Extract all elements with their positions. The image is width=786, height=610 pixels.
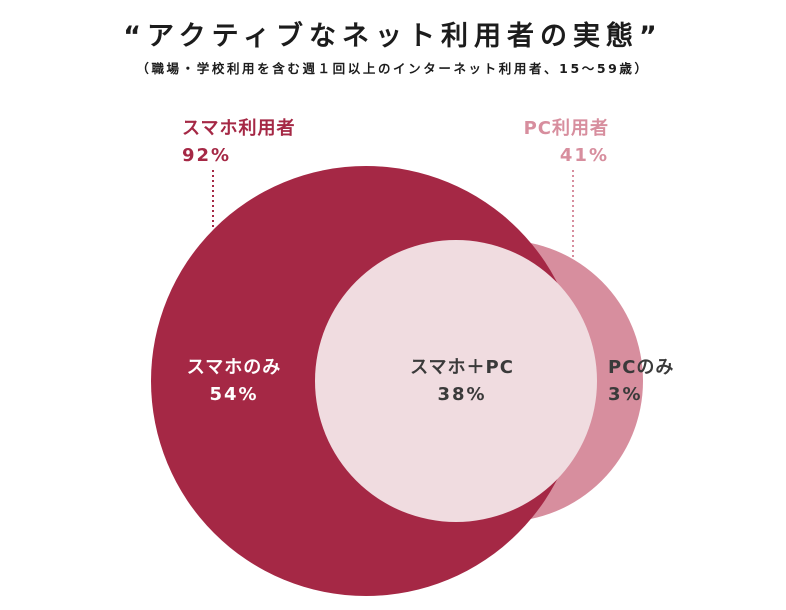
smartphone-only-value: 54% — [209, 384, 258, 405]
smartphone-set-label: スマホ利用者 — [182, 117, 295, 139]
overlap-circle — [315, 240, 597, 522]
overlap-label: スマホ＋PC — [410, 357, 514, 378]
chart-title: “アクティブなネット利用者の実態” — [123, 21, 663, 52]
pc-only-label: PCのみ — [608, 357, 674, 378]
pc-set-value: 41% — [560, 145, 609, 166]
overlap-value: 38% — [437, 384, 486, 405]
pc-set-label: PC利用者 — [524, 117, 609, 139]
smartphone-only-label: スマホのみ — [187, 357, 281, 378]
smartphone-set-value: 92% — [182, 145, 231, 166]
chart-subtitle: （職場・学校利用を含む週１回以上のインターネット利用者、15〜59歳） — [136, 61, 650, 76]
pc-only-value: 3% — [608, 384, 643, 405]
